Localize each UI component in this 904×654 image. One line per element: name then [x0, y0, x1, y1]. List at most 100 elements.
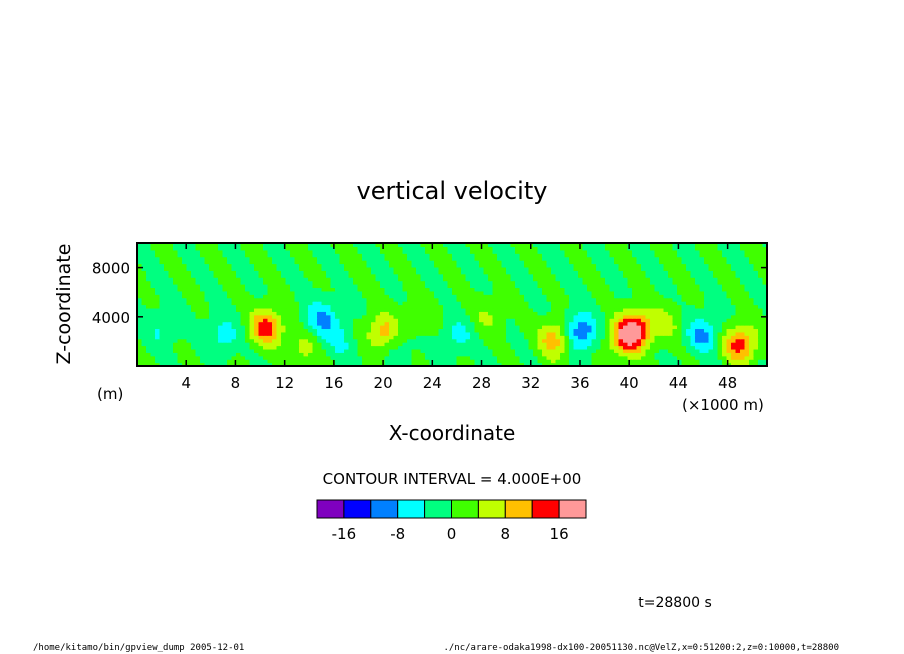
field-cell: [209, 294, 215, 299]
field-cell: [380, 253, 386, 258]
field-cell: [416, 331, 422, 336]
field-cell: [470, 256, 476, 261]
field-cell: [416, 277, 422, 282]
field-cell: [402, 290, 408, 295]
field-cell: [447, 318, 453, 323]
field-cell: [384, 280, 390, 285]
field-cell: [668, 335, 674, 340]
field-cell: [726, 355, 732, 360]
field-cell: [191, 362, 197, 367]
field-cell: [407, 359, 413, 364]
field-cell: [645, 263, 651, 268]
field-cell: [411, 249, 417, 254]
field-cell: [411, 263, 417, 268]
field-cell: [321, 290, 327, 295]
field-cell: [645, 335, 651, 340]
field-cell: [488, 338, 494, 343]
field-cell: [618, 270, 624, 275]
field-cell: [510, 304, 516, 309]
field-cell: [753, 301, 759, 306]
field-cell: [362, 331, 368, 336]
field-cell: [605, 249, 611, 254]
field-cell: [555, 335, 561, 340]
field-cell: [686, 355, 692, 360]
field-cell: [483, 260, 489, 265]
field-cell: [353, 266, 359, 271]
field-cell: [632, 314, 638, 319]
field-cell: [227, 260, 233, 265]
field-cell: [402, 246, 408, 251]
field-cell: [744, 304, 750, 309]
field-cell: [200, 325, 206, 330]
field-cell: [150, 284, 156, 289]
field-cell: [425, 270, 431, 275]
field-cell: [438, 314, 444, 319]
field-cell: [546, 335, 552, 340]
field-cell: [564, 342, 570, 347]
field-cell: [614, 290, 620, 295]
field-cell: [384, 297, 390, 302]
field-cell: [285, 273, 291, 278]
field-cell: [632, 331, 638, 336]
field-cell: [605, 263, 611, 268]
field-cell: [717, 307, 723, 312]
field-cell: [411, 314, 417, 319]
field-cell: [402, 301, 408, 306]
field-cell: [326, 328, 332, 333]
field-cell: [398, 325, 404, 330]
field-cell: [479, 318, 485, 323]
field-cell: [312, 273, 318, 278]
field-cell: [357, 362, 363, 367]
field-cell: [591, 335, 597, 340]
field-cell: [398, 266, 404, 271]
field-cell: [555, 270, 561, 275]
field-cell: [227, 359, 233, 364]
field-cell: [591, 256, 597, 261]
field-cell: [645, 294, 651, 299]
field-cell: [420, 246, 426, 251]
field-cell: [258, 294, 264, 299]
field-cell: [312, 263, 318, 268]
field-cell: [501, 359, 507, 364]
field-cell: [578, 311, 584, 316]
field-cell: [326, 338, 332, 343]
field-cell: [740, 325, 746, 330]
field-cell: [290, 338, 296, 343]
field-cell: [605, 246, 611, 251]
field-cell: [281, 352, 287, 357]
field-cell: [285, 253, 291, 258]
field-cell: [506, 314, 512, 319]
field-cell: [627, 362, 633, 367]
field-cell: [200, 304, 206, 309]
field-cell: [749, 277, 755, 282]
field-cell: [339, 260, 345, 265]
field-cell: [699, 325, 705, 330]
field-cell: [294, 348, 300, 353]
field-cell: [195, 359, 201, 364]
field-cell: [137, 348, 143, 353]
field-cell: [740, 328, 746, 333]
field-cell: [465, 311, 471, 316]
field-cell: [600, 307, 606, 312]
field-cell: [339, 290, 345, 295]
field-cell: [254, 270, 260, 275]
field-cell: [362, 328, 368, 333]
field-cell: [668, 277, 674, 282]
field-cell: [209, 290, 215, 295]
field-cell: [753, 263, 759, 268]
field-cell: [186, 328, 192, 333]
field-cell: [731, 304, 737, 309]
field-cell: [227, 348, 233, 353]
field-cell: [708, 348, 714, 353]
field-cell: [425, 325, 431, 330]
field-cell: [699, 260, 705, 265]
field-cell: [614, 342, 620, 347]
field-cell: [506, 256, 512, 261]
field-cell: [492, 249, 498, 254]
field-cell: [303, 359, 309, 364]
field-cell: [168, 284, 174, 289]
field-cell: [231, 348, 237, 353]
field-cell: [420, 263, 426, 268]
field-cell: [722, 280, 728, 285]
field-cell: [528, 355, 534, 360]
